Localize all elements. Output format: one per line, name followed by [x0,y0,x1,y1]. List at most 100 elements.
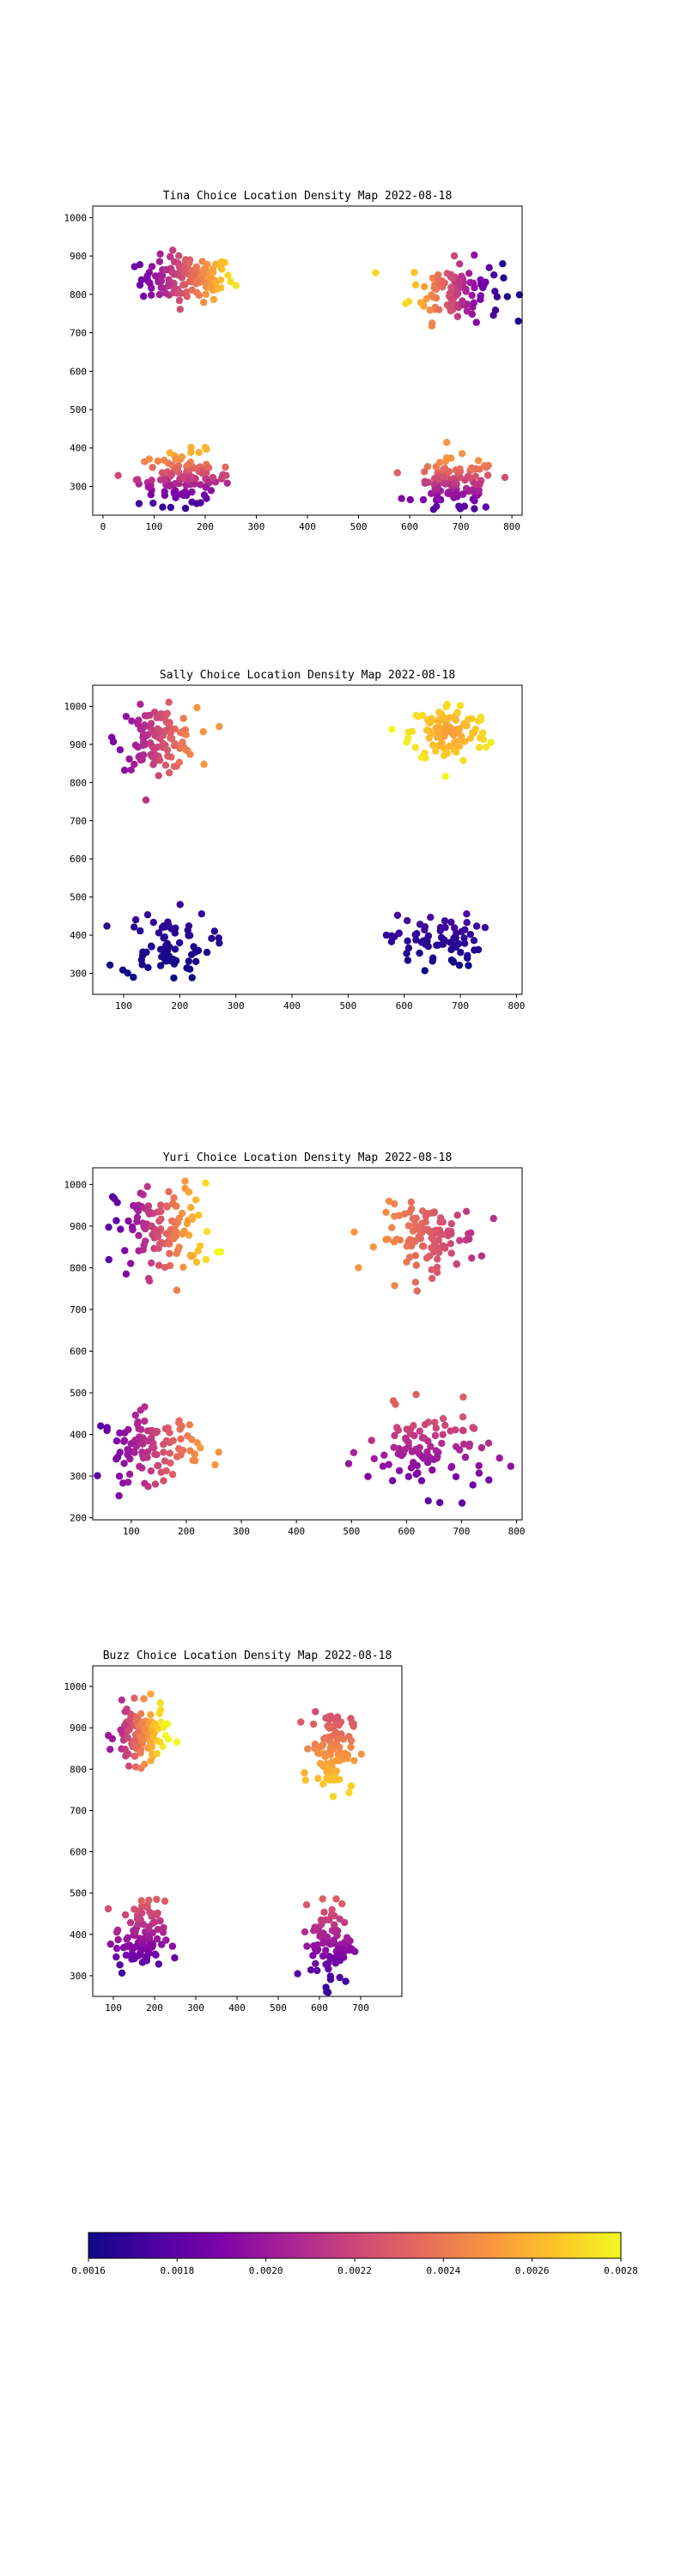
scatter-point [209,473,217,482]
scatter-point [436,717,444,725]
scatter-point [165,280,173,288]
scatter-point [143,1454,151,1461]
x-tick-label: 700 [453,1526,471,1537]
scatter-point [318,1742,325,1751]
scatter-point [451,738,459,746]
scatter-point [461,939,469,947]
plot-frame [92,1167,523,1521]
scatter-point [175,939,184,947]
scatter-point [459,1440,468,1449]
scatter-point [106,1940,114,1948]
scatter-point [153,1724,161,1732]
scatter-point [175,1419,183,1427]
x-tick-label: 300 [187,2002,204,2014]
scatter-point [466,734,475,742]
scatter-point [476,480,483,489]
scatter-point [421,468,429,476]
scatter-point [155,772,162,780]
scatter-point [168,1942,177,1950]
scatter-point [153,1935,161,1943]
scatter-point [350,1757,358,1765]
scatter-point [131,741,140,749]
scatter-point [455,276,463,284]
scatter-point [193,277,201,285]
panel-1: Sally Choice Location Density Map 2022-0… [64,669,526,1012]
chart-title: Buzz Choice Location Density Map 2022-08… [103,1649,392,1662]
scatter-point [345,1733,353,1741]
scatter-point [380,1451,388,1459]
scatter-point [345,1789,353,1796]
scatter-point [469,1481,477,1489]
scatter-point [443,701,452,708]
scatter-point [169,246,177,254]
scatter-point [421,967,429,975]
scatter-point [462,285,470,293]
scatter-point [145,1932,153,1941]
scatter-point [163,709,171,717]
scatter-point [336,1973,344,1982]
scatter-point [503,293,511,301]
scatter-point [117,1225,125,1233]
scatter-point [311,1945,319,1953]
scatter-point [477,276,484,284]
scatter-point [137,1946,146,1954]
y-tick-label: 500 [70,404,87,416]
scatter-point [213,285,222,293]
colorbar-tick-label: 0.0018 [160,2265,194,2276]
scatter-point [328,1905,336,1914]
scatter-point [302,1901,311,1909]
scatter-point [390,1443,398,1451]
scatter-point [123,1750,131,1758]
scatter-point [463,919,471,927]
scatter-point [161,933,168,941]
scatter-point [172,455,179,463]
scatter-point [436,923,445,932]
scatter-point [121,1708,129,1716]
scatter-point [331,1921,338,1929]
scatter-point [153,1895,161,1904]
scatter-point [304,1745,312,1753]
scatter-point [396,1236,404,1244]
scatter-point [210,295,218,303]
y-tick-label: 1000 [64,1681,88,1692]
scatter-point [146,711,154,720]
scatter-point [319,1895,326,1903]
scatter-point [314,1927,323,1935]
scatter-point [116,1429,124,1437]
scatter-point [188,1213,197,1221]
scatter-point [131,263,138,270]
scatter-point [158,1941,166,1948]
colorbar-tick-label: 0.0028 [604,2265,638,2276]
scatter-point [171,945,179,953]
scatter-point [470,299,478,307]
scatter-point [121,1722,129,1729]
scatter-point [148,284,155,292]
scatter-point [135,500,143,507]
scatter-point [182,746,190,754]
scatter-point [459,1413,467,1421]
scatter-point [157,1215,165,1223]
x-tick-label: 500 [343,1526,360,1537]
scatter-point [449,958,458,966]
scatter-point [147,1223,155,1230]
scatter-point [407,1464,416,1472]
scatter-point [195,448,203,457]
scatter-point [124,1450,131,1459]
scatter-point [146,1908,154,1917]
scatter-point [410,1431,418,1440]
scatter-point [133,1742,141,1750]
x-tick-label: 700 [452,1000,469,1012]
scatter-point [179,1263,187,1272]
scatter-point [200,760,208,769]
scatter-point [441,773,449,781]
scatter-point [208,934,216,943]
scatter-point [454,939,463,948]
y-tick-label: 700 [70,816,87,827]
scatter-point [215,934,222,942]
scatter-point [481,924,489,932]
scatter-point [491,288,499,295]
scatter-point [453,1212,461,1219]
scatter-point [184,964,192,972]
y-tick-label: 800 [70,1262,87,1273]
scatter-point [167,503,174,512]
